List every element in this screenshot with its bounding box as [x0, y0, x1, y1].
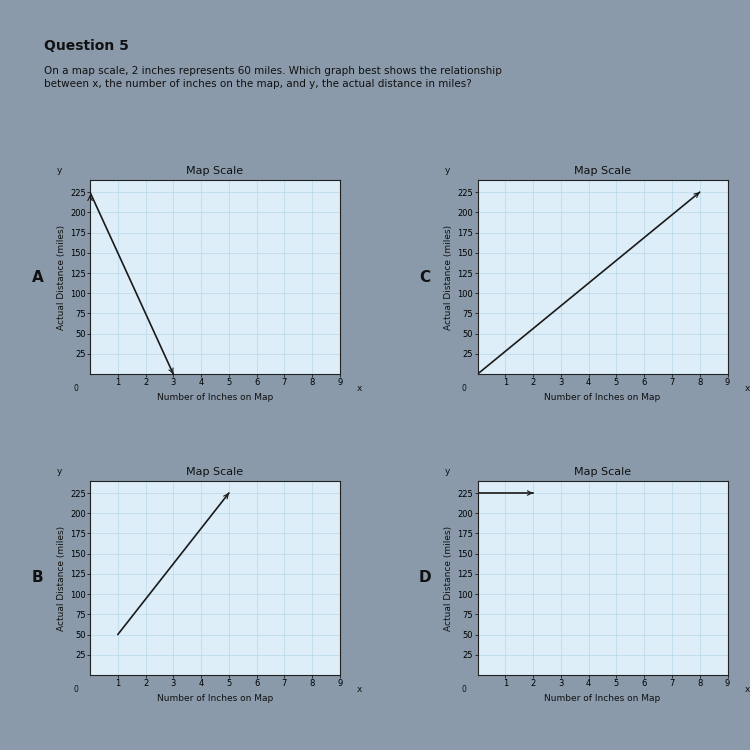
Y-axis label: Actual Distance (miles): Actual Distance (miles) — [57, 224, 66, 329]
X-axis label: Number of Inches on Map: Number of Inches on Map — [157, 694, 273, 703]
Text: x: x — [357, 384, 362, 393]
Title: Map Scale: Map Scale — [187, 467, 244, 477]
Title: Map Scale: Map Scale — [187, 166, 244, 176]
X-axis label: Number of Inches on Map: Number of Inches on Map — [544, 393, 661, 402]
Title: Map Scale: Map Scale — [574, 467, 631, 477]
Text: B: B — [32, 571, 44, 586]
Text: y: y — [57, 466, 62, 476]
Text: On a map scale, 2 inches represents 60 miles. Which graph best shows the relatio: On a map scale, 2 inches represents 60 m… — [44, 66, 502, 89]
Text: y: y — [57, 166, 62, 175]
Title: Map Scale: Map Scale — [574, 166, 631, 176]
X-axis label: Number of Inches on Map: Number of Inches on Map — [157, 393, 273, 402]
Text: D: D — [419, 571, 431, 586]
Y-axis label: Actual Distance (miles): Actual Distance (miles) — [444, 224, 453, 329]
Y-axis label: Actual Distance (miles): Actual Distance (miles) — [57, 526, 66, 631]
X-axis label: Number of Inches on Map: Number of Inches on Map — [544, 694, 661, 703]
Text: C: C — [419, 269, 430, 284]
Text: y: y — [444, 166, 450, 175]
Text: Question 5: Question 5 — [44, 39, 128, 53]
Text: x: x — [744, 685, 750, 694]
Text: 0: 0 — [74, 384, 79, 393]
Y-axis label: Actual Distance (miles): Actual Distance (miles) — [444, 526, 453, 631]
Text: x: x — [357, 685, 362, 694]
Text: y: y — [444, 466, 450, 476]
Text: x: x — [744, 384, 750, 393]
Text: 0: 0 — [74, 685, 79, 694]
Text: A: A — [32, 269, 44, 284]
Text: 0: 0 — [461, 384, 466, 393]
Text: 0: 0 — [461, 685, 466, 694]
